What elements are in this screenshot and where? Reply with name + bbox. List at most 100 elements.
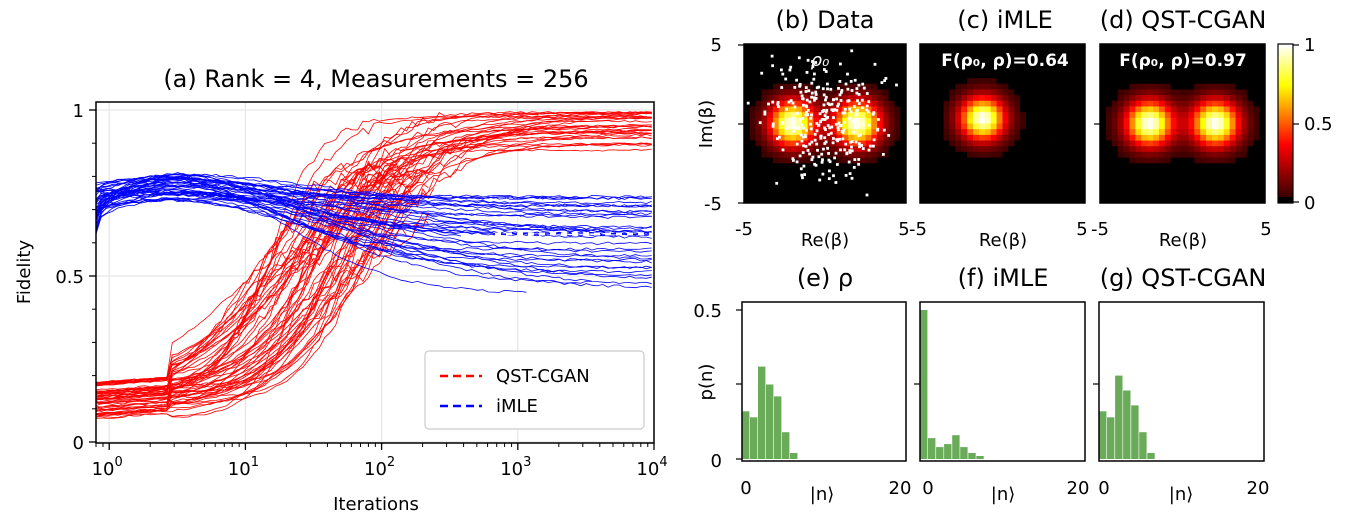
heatmap-cell [1026,174,1033,181]
scatter-point [824,140,828,144]
heatmap-cell [1117,55,1124,62]
heatmap-cell [749,163,756,170]
heatmap-cell [973,146,980,153]
heatmap-cell [1164,55,1172,62]
heatmap-cell [1111,44,1119,51]
scatter-point [844,142,848,146]
scatter-point [854,140,858,144]
heatmap-cell [1111,106,1119,113]
heatmap-cell [1194,197,1201,204]
heatmap-cell [772,72,780,79]
heatmap-cell [1200,157,1207,164]
scatter-point [830,108,834,112]
heatmap-cell [1014,146,1021,153]
histogram-bar [944,444,952,459]
heatmap-cell [1200,123,1207,130]
scatter-point [785,127,789,130]
heatmap-cell [1105,117,1113,124]
heatmap-cell [813,197,820,204]
heatmap-cell [984,140,992,147]
heatmap-cell [1206,197,1213,204]
heatmap-cell [1176,180,1183,187]
heatmap-cell [1020,95,1027,102]
heatmap-cell [1153,123,1160,130]
heatmap-cell [1170,140,1177,147]
heatmap-cell [1105,95,1113,102]
heatmap-cell [984,191,992,198]
heatmap-cell [967,117,974,124]
heatmap-cell [790,197,797,204]
heatmap-cell [1008,78,1015,85]
heatmap-cell [865,140,872,147]
heatmap-cell [1170,191,1177,198]
heatmap-cell [1241,174,1248,181]
heatmap-cell [1105,174,1113,181]
heatmap-cell [1176,100,1183,107]
heatmap-cell [1241,197,1248,204]
heatmap-cell [1158,129,1166,136]
heatmap-cell [925,49,933,56]
scatter-point [813,138,817,142]
heatmap-cell [790,112,797,119]
scatter-point [847,99,851,102]
heatmap-cell [1223,89,1231,96]
heatmap-cell [853,168,861,176]
colorbar-cell [1278,181,1293,184]
heatmap-cell [1117,112,1124,119]
heatmap-cell [859,83,866,90]
heatmap-cell [1229,112,1236,119]
scatter-point [807,89,811,93]
heatmap-cell [848,197,855,204]
heatmap-cell [1135,146,1142,153]
scatter-point [847,160,851,164]
heatmap-cell [888,117,895,124]
heatmap-cell [1182,134,1189,141]
heatmap-cell [778,112,785,119]
heatmap-cell [925,151,933,158]
heatmap-cell [925,123,933,130]
heatmap-cell [1194,157,1201,164]
heatmap-cell [767,89,774,96]
heatmap-cell [1153,49,1160,56]
panel-a: (a) Rank = 4, Measurements = 256 100 101 1… [14,65,668,515]
heatmap-cell [1211,66,1219,73]
heatmap-cell [1031,146,1039,153]
heatmap-cell [1217,151,1225,158]
heatmap-cell [1147,151,1154,158]
heatmap-cell [1111,174,1119,181]
heatmap-cell [1117,129,1124,136]
scatter-point [795,112,798,115]
heatmap-cell [1241,123,1248,130]
scatter-point [793,105,797,109]
heatmap-cell [801,44,809,51]
scatter-point [810,95,813,99]
heatmap-cell [859,61,866,68]
heatmap-cell [830,163,837,170]
heatmap-cell [1223,163,1231,170]
heatmap-cell [1211,163,1219,170]
heatmap-cell [1241,185,1248,193]
heatmap-cell [1061,191,1068,198]
heatmap-cell [1194,174,1201,181]
heatmap-cell [1235,95,1242,102]
heatmap-cell [772,106,780,113]
heatmap-cell [744,129,751,136]
scatter-point [805,111,808,114]
heatmap-cell [1170,89,1177,96]
heatmap-cell [761,95,768,102]
heatmap-cell [807,55,814,62]
heatmap-cell [1200,180,1207,187]
heatmap-cell [842,180,849,187]
heatmap-cell [819,197,826,204]
heatmap-cell [778,191,785,198]
heatmap-cell [1031,78,1039,85]
heatmap-cell [813,117,820,124]
heatmap-cell [1043,100,1051,107]
colorbar-cell [1278,143,1293,146]
scatter-point [834,181,838,184]
colorbar-cell [1278,55,1293,59]
heatmap-cell [871,191,878,198]
heatmap-cell [937,191,944,198]
heatmap-cell [1259,191,1266,198]
heatmap-cell [1206,117,1213,124]
